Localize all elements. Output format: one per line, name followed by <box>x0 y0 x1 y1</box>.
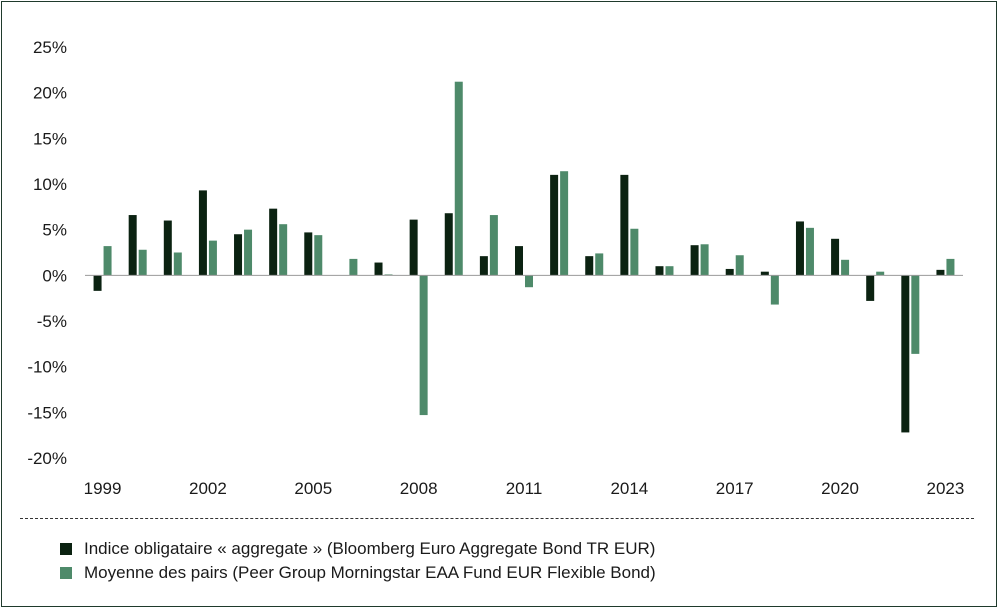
bar-peers-2020 <box>841 259 850 276</box>
bar-index-2012 <box>550 174 559 276</box>
x-tick-label: 2005 <box>294 479 332 498</box>
bar-index-2007 <box>374 262 383 276</box>
legend-item-peers: Moyenne des pairs (Peer Group Morningsta… <box>60 563 656 583</box>
bar-index-2019 <box>795 221 804 276</box>
legend-divider <box>20 518 974 519</box>
y-tick-label: -10% <box>27 358 67 377</box>
bar-peers-2005 <box>314 235 323 276</box>
bar-index-2000 <box>128 215 137 276</box>
y-axis-ticks: 25% 20% 15% 10% 5% 0% -5% -10% -15% -20% <box>27 38 67 468</box>
bar-index-2011 <box>515 246 523 276</box>
y-tick-label: 25% <box>33 38 67 57</box>
bar-index-2020 <box>831 238 840 276</box>
bar-peers-2003 <box>244 229 253 276</box>
x-tick-label: 2011 <box>506 479 543 498</box>
x-tick-label: 2017 <box>716 479 754 498</box>
x-axis-ticks: 1999 2002 2005 2008 2011 2014 2017 2020 2023 <box>84 479 965 498</box>
bar-index-2009 <box>444 213 453 276</box>
bar-index-2015 <box>655 266 664 276</box>
bar-index-2022 <box>901 275 910 433</box>
bar-peers-1999 <box>103 246 112 276</box>
bar-index-1999 <box>93 275 102 291</box>
legend-label-index: Indice obligataire « aggregate » (Bloomb… <box>84 539 656 558</box>
bar-index-2014 <box>620 174 629 276</box>
legend-swatch-index <box>60 543 72 555</box>
bar-index-2002 <box>198 190 207 276</box>
bar-peers-2011 <box>525 275 533 288</box>
bar-peers-2014 <box>630 228 639 276</box>
bar-index-2010 <box>479 256 488 276</box>
y-tick-label: -5% <box>37 312 67 331</box>
bar-peers-2010 <box>489 215 498 276</box>
bar-peers-2012 <box>560 171 569 276</box>
x-tick-label: 2008 <box>400 479 438 498</box>
bar-index-2017 <box>725 268 734 276</box>
bar-peers-2008 <box>419 275 428 416</box>
bar-index-2021 <box>866 275 875 301</box>
bar-peers-2000 <box>138 249 147 276</box>
bar-peers-2022 <box>911 275 920 354</box>
bar-index-2013 <box>585 256 594 276</box>
y-tick-label: -20% <box>27 449 67 468</box>
bar-index-2001 <box>163 220 172 276</box>
bar-peers-2009 <box>454 81 463 276</box>
bar-peers-2023 <box>946 258 955 276</box>
legend-label-peers: Moyenne des pairs (Peer Group Morningsta… <box>84 563 656 582</box>
bar-index-2005 <box>304 232 313 276</box>
y-tick-label: 20% <box>33 84 67 103</box>
bar-peers-2013 <box>595 253 604 276</box>
bar-index-2003 <box>234 234 243 276</box>
bar-peers-2019 <box>805 227 814 276</box>
bar-peers-2002 <box>208 240 217 276</box>
bar-peers-2015 <box>665 266 674 276</box>
bar-index-2008 <box>409 219 418 276</box>
legend-item-index: Indice obligataire « aggregate » (Bloomb… <box>60 539 655 559</box>
bar-peers-2018 <box>770 275 779 305</box>
bar-peers-2021 <box>876 271 885 276</box>
bar-index-2016 <box>690 245 699 276</box>
legend-swatch-peers <box>60 567 72 579</box>
bar-peers-2001 <box>173 252 182 276</box>
y-tick-label: 0% <box>42 266 67 285</box>
x-tick-label: 2014 <box>610 479 648 498</box>
bar-peers-2016 <box>700 244 709 276</box>
x-tick-label: 2002 <box>189 479 227 498</box>
x-tick-label: 2020 <box>821 479 859 498</box>
y-tick-label: 5% <box>42 221 67 240</box>
bar-peers-2004 <box>279 224 288 276</box>
bar-peers-2006 <box>349 258 358 276</box>
y-tick-label: 15% <box>33 129 67 148</box>
x-tick-label: 2023 <box>927 479 965 498</box>
bar-index-2023 <box>936 269 945 276</box>
bars <box>93 81 955 433</box>
bar-peers-2017 <box>735 255 744 276</box>
y-tick-label: -15% <box>27 403 67 422</box>
bar-index-2004 <box>269 208 278 276</box>
x-tick-label: 1999 <box>84 479 122 498</box>
y-tick-label: 10% <box>33 175 67 194</box>
bar-index-2018 <box>760 271 769 276</box>
